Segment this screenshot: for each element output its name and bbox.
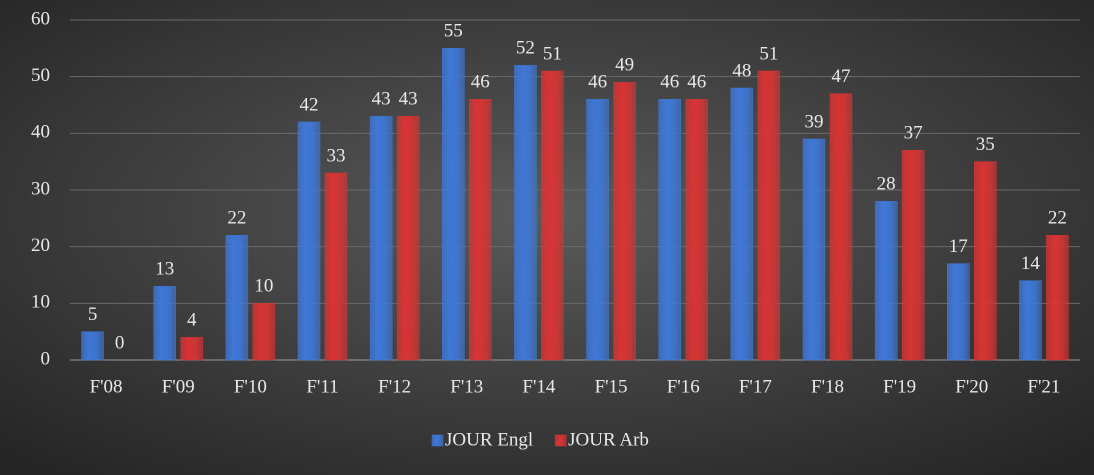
data-label: 22 <box>1048 208 1067 229</box>
bar <box>730 87 754 361</box>
bar <box>225 235 249 361</box>
data-label: 39 <box>805 111 824 132</box>
y-tick-label: 40 <box>31 122 50 143</box>
y-tick-label: 30 <box>31 178 50 199</box>
bar <box>613 82 636 361</box>
y-tick-label: 20 <box>31 235 50 256</box>
y-tick-label: 10 <box>31 292 50 313</box>
bar <box>974 161 997 361</box>
x-tick-label: F'12 <box>378 376 411 397</box>
bar <box>947 263 970 361</box>
data-label: 35 <box>976 134 995 155</box>
bar <box>81 331 104 361</box>
data-label: 42 <box>300 94 319 115</box>
bar <box>874 201 898 361</box>
x-tick-label: F'15 <box>595 376 628 397</box>
x-tick-label: F'18 <box>811 376 844 397</box>
data-label: 43 <box>372 89 391 110</box>
x-tick-label: F'13 <box>450 376 483 397</box>
x-tick-label: F'09 <box>162 376 195 397</box>
bar <box>829 93 853 361</box>
x-tick-label: F'20 <box>955 376 988 397</box>
data-label: 46 <box>588 72 607 93</box>
x-tick-label: F'16 <box>667 376 700 397</box>
bar <box>685 99 708 361</box>
data-label: 46 <box>660 72 679 93</box>
data-label: 49 <box>615 55 634 76</box>
data-label: 28 <box>877 174 896 195</box>
data-label: 22 <box>227 208 246 229</box>
y-tick-label: 0 <box>41 348 51 369</box>
x-tick-label: F'17 <box>739 376 772 397</box>
data-label: 4 <box>187 310 197 331</box>
bar <box>469 99 492 361</box>
bar <box>514 65 537 361</box>
data-label: 51 <box>759 43 778 64</box>
bar <box>252 303 276 361</box>
data-label: 33 <box>327 145 346 166</box>
data-label: 47 <box>832 66 851 87</box>
bar <box>297 121 321 361</box>
data-label: 43 <box>399 89 418 110</box>
data-label: 48 <box>732 60 751 81</box>
data-label: 13 <box>155 259 174 280</box>
x-tick-label: F'11 <box>306 376 338 397</box>
data-label: 51 <box>543 43 562 64</box>
bar <box>180 337 203 361</box>
bar <box>442 48 465 361</box>
legend-swatch <box>431 434 444 447</box>
data-label: 37 <box>904 123 923 144</box>
data-label: 46 <box>471 72 490 93</box>
legend-label: JOUR Arb <box>568 429 649 450</box>
bar <box>658 99 681 361</box>
legend-swatch <box>554 434 567 447</box>
bar <box>541 70 564 361</box>
bar <box>369 116 393 361</box>
bar <box>153 286 176 361</box>
x-tick-label: F'10 <box>234 376 267 397</box>
data-label: 10 <box>254 276 273 297</box>
x-tick-label: F'19 <box>883 376 916 397</box>
bar <box>757 70 781 361</box>
data-label: 17 <box>949 236 968 257</box>
bar <box>396 116 420 361</box>
bar <box>1046 235 1069 361</box>
bar <box>586 99 609 361</box>
data-label: 55 <box>444 21 463 42</box>
bar <box>1019 280 1042 361</box>
data-label: 46 <box>687 72 706 93</box>
data-label: 5 <box>88 304 98 325</box>
x-tick-label: F'08 <box>90 376 123 397</box>
bar <box>324 172 348 361</box>
x-tick-label: F'14 <box>522 376 555 397</box>
x-tick-label: F'21 <box>1027 376 1060 397</box>
bar <box>901 150 925 361</box>
y-tick-label: 50 <box>31 65 50 86</box>
data-label: 0 <box>115 332 125 353</box>
data-label: 14 <box>1021 253 1041 274</box>
data-label: 52 <box>516 38 535 59</box>
bar <box>802 138 826 361</box>
y-tick-label: 60 <box>31 8 50 29</box>
legend-label: JOUR Engl <box>445 429 533 450</box>
